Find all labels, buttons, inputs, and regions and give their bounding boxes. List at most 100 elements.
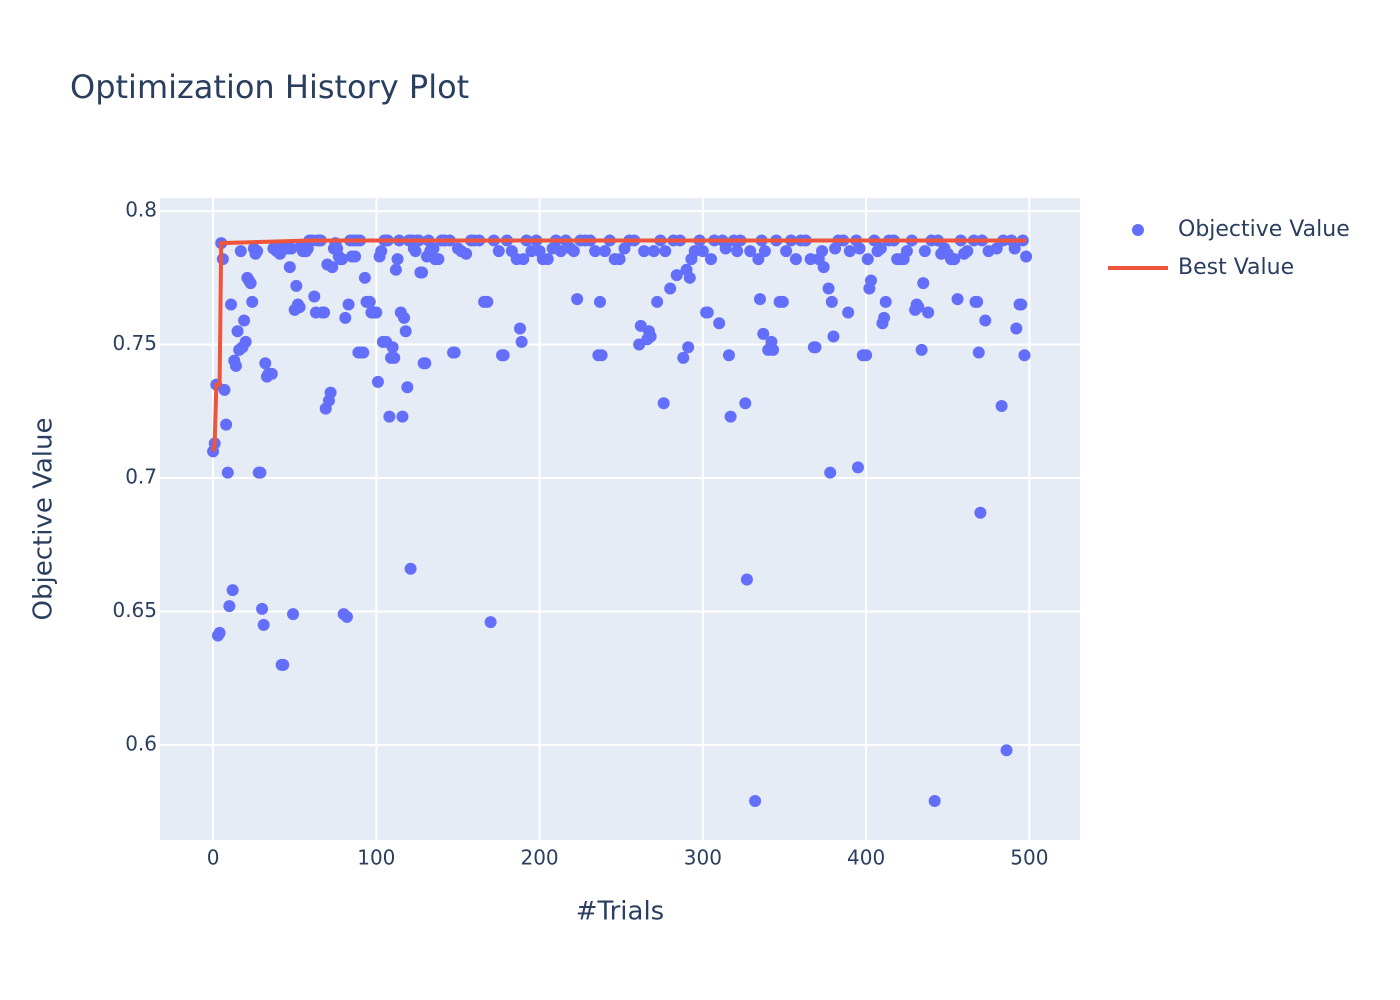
data-point [739,397,752,410]
data-point [492,245,505,258]
data-point [541,253,554,266]
x-tick-label: 300 [684,846,722,870]
y-tick-label: 0.6 [125,731,157,755]
data-point [409,245,422,258]
data-point [571,293,584,306]
data-point [827,330,840,343]
data-point [1018,349,1031,362]
data-point [349,250,362,263]
data-point [517,253,530,266]
data-point [860,349,873,362]
data-point [767,343,780,356]
data-point [843,245,856,258]
data-point [822,282,835,295]
data-point [740,573,753,586]
data-point [594,295,606,308]
data-point [251,245,264,258]
data-point [239,335,252,348]
data-point [226,584,239,597]
data-point [961,245,974,258]
x-tick-label: 0 [207,846,220,870]
data-point [825,295,838,308]
data-point [399,325,412,338]
data-point [917,277,930,290]
data-point [951,293,964,306]
data-point [780,245,793,258]
data-point [724,410,737,423]
data-point [229,359,242,372]
data-point [386,341,399,354]
data-point [705,253,718,266]
data-point [644,330,657,343]
data-point [370,306,383,319]
plot-area [160,198,1080,840]
data-point [287,608,300,621]
marks [207,234,1033,808]
data-point [670,269,683,282]
data-point [683,271,696,284]
y-tick-label: 0.8 [125,198,157,222]
data-point [824,466,837,479]
data-point [696,245,709,258]
data-point [481,295,494,308]
data-point [554,245,567,258]
data-point [256,602,269,615]
data-point [922,306,935,319]
data-point [664,282,677,295]
data-point [388,351,401,364]
data-point [396,410,409,423]
data-point [995,399,1008,412]
data-point [432,253,445,266]
data-point [752,253,765,266]
data-point [324,386,337,399]
data-point [1020,250,1033,263]
data-point [731,245,744,258]
data-point [651,295,664,308]
data-point [874,242,887,255]
data-point [974,506,987,519]
data-point [290,279,303,292]
data-point [225,298,238,311]
data-point [427,242,440,255]
data-point [1000,744,1013,757]
data-point [861,253,874,266]
data-point [900,245,913,258]
legend: Objective Value Best Value [1108,217,1350,280]
data-point [912,301,925,314]
y-axis-title: Objective Value [29,418,59,621]
data-point [817,261,830,274]
data-point [308,290,321,303]
data-point [231,325,244,338]
data-point [340,610,353,623]
data-point [404,562,417,575]
data-point [928,795,941,808]
data-point [659,245,672,258]
data-point [915,343,928,356]
data-point [460,247,473,260]
x-axis-title: #Trials [576,897,664,927]
data-point [722,349,735,362]
data-point [990,242,1003,255]
data-point [389,263,402,276]
data-point [713,317,726,330]
data-point [246,295,259,308]
data-point [638,245,651,258]
data-point [879,295,892,308]
data-point [375,245,388,258]
legend-symbol [1132,224,1144,236]
data-point [218,383,231,396]
data-point [339,311,352,324]
data-point [371,375,384,388]
data-point [719,242,732,255]
data-point [336,253,349,266]
data-point [254,466,267,479]
data-point [948,253,961,266]
data-point [1015,298,1028,311]
data-point [647,245,660,258]
y-tick-label: 0.7 [125,465,157,489]
data-point [918,245,931,258]
data-point [842,306,855,319]
data-point [358,271,371,284]
data-point [363,295,376,308]
data-point [589,245,602,258]
